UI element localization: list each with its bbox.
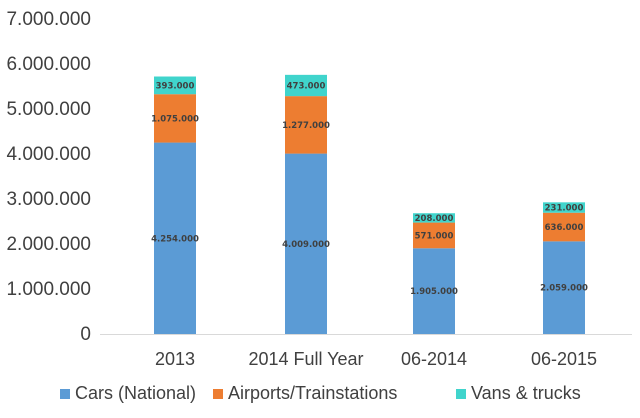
data-label: 4.009.000 (282, 240, 330, 250)
y-tick-label: 2.000.000 (6, 234, 91, 255)
data-label: 1.075.000 (151, 114, 199, 124)
data-label: 636.000 (545, 223, 584, 233)
x-tick-label: 06-2015 (531, 349, 597, 369)
bar-stack: 2.059.000 636.000 231.000 (540, 202, 588, 334)
bar-segment (285, 153, 327, 334)
y-tick-label: 4.000.000 (6, 144, 91, 165)
x-axis: 2013 2014 Full Year 06-2014 06-2015 (100, 334, 632, 369)
bar-stack: 4.009.000 1.277.000 473.000 (282, 74, 330, 334)
y-axis: 0 1.000.000 2.000.000 3.000.000 4.000.000 5.0… (6, 9, 91, 345)
bar-segment (285, 74, 327, 97)
bar-segment (543, 212, 585, 242)
legend: Cars (National) Airports/Trainstations Van… (60, 383, 581, 403)
legend-label: Vans & trucks (471, 383, 581, 403)
bar-segment (154, 76, 196, 95)
data-label: 1.277.000 (282, 121, 330, 131)
y-tick-label: 6.000.000 (6, 54, 91, 75)
legend-item: Vans & trucks (456, 383, 581, 403)
legend-item: Cars (National) (60, 383, 196, 403)
legend-swatch (456, 389, 466, 399)
x-tick-label: 2014 Full Year (248, 349, 363, 369)
data-label: 393.000 (156, 81, 195, 91)
y-tick-label: 3.000.000 (6, 189, 91, 210)
x-tick-label: 2013 (155, 349, 195, 369)
bar-stack: 4.254.000 1.075.000 393.000 (151, 76, 199, 334)
bar-segment (413, 222, 455, 249)
bar-segment (285, 96, 327, 154)
legend-swatch (213, 389, 223, 399)
data-label: 1.905.000 (410, 287, 458, 297)
data-label: 4.254.000 (151, 234, 199, 244)
bars: 4.254.000 1.075.000 393.000 4.009.000 1.277.… (151, 74, 588, 334)
data-label: 208.000 (415, 214, 454, 224)
y-tick-label: 0 (80, 324, 91, 345)
bar-segment (154, 142, 196, 334)
bar-segment (543, 241, 585, 334)
x-tick-label: 06-2014 (401, 349, 467, 369)
bar-segment (413, 248, 455, 334)
legend-label: Airports/Trainstations (228, 383, 397, 403)
data-label: 2.059.000 (540, 284, 588, 294)
bar-stack: 1.905.000 571.000 208.000 (410, 213, 458, 334)
y-tick-label: 1.000.000 (6, 279, 91, 300)
bar-segment (543, 202, 585, 213)
data-label: 571.000 (415, 231, 454, 241)
y-tick-label: 5.000.000 (6, 99, 91, 120)
data-label: 231.000 (545, 204, 584, 214)
legend-label: Cars (National) (75, 383, 196, 403)
legend-item: Airports/Trainstations (213, 383, 397, 403)
y-tick-label: 7.000.000 (6, 9, 91, 30)
bar-segment (154, 94, 196, 143)
legend-swatch (60, 389, 70, 399)
data-label: 473.000 (287, 81, 326, 91)
bar-segment (413, 213, 455, 223)
